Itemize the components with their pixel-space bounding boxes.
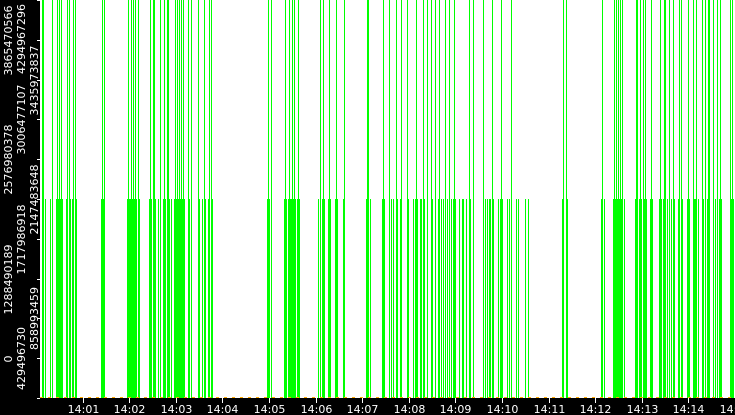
y-tick-label: 3006477107 (15, 85, 28, 155)
x-tick-label: 14:15 (720, 403, 735, 415)
x-tick-label: 14:09 (440, 403, 472, 415)
y-tick-label: 3865470566 (2, 6, 15, 76)
x-tick-label: 14:11 (534, 403, 566, 415)
y-tick-label: 0 (2, 356, 15, 363)
y-tick-label: 429496730 (15, 327, 28, 390)
y-tick-label: 1288490189 (2, 245, 15, 315)
x-tick-label: 14:08 (394, 403, 426, 415)
x-tick-label: 14:12 (580, 403, 612, 415)
x-tick-label: 14:10 (487, 403, 519, 415)
x-tick-label: 14:06 (301, 403, 333, 415)
x-tick-label: 14:04 (207, 403, 239, 415)
plot-area (40, 0, 735, 398)
x-tick-label: 14:02 (114, 403, 146, 415)
y-tick-label: 3435973837 (28, 46, 41, 116)
spike-marks (42, 0, 734, 398)
y-tick-label: 1717986918 (15, 205, 28, 275)
x-tick-label: 14:13 (627, 403, 659, 415)
x-tick-label: 14:03 (161, 403, 193, 415)
y-tick-label: 4294967296 (15, 4, 28, 74)
x-tick-label: 14:01 (68, 403, 100, 415)
x-tick-label: 14:05 (254, 403, 286, 415)
x-tick-label: 14:07 (347, 403, 379, 415)
y-tick-label: 858993459 (28, 287, 41, 350)
y-tick-label: 2576980378 (2, 125, 15, 195)
x-axis: 14:01 14:02 14:03 14:04 14:05 14:06 14:07 14:08… (68, 398, 735, 415)
y-tick-label: 2147483648 (28, 165, 41, 235)
x-tick-label: 14:14 (673, 403, 705, 415)
